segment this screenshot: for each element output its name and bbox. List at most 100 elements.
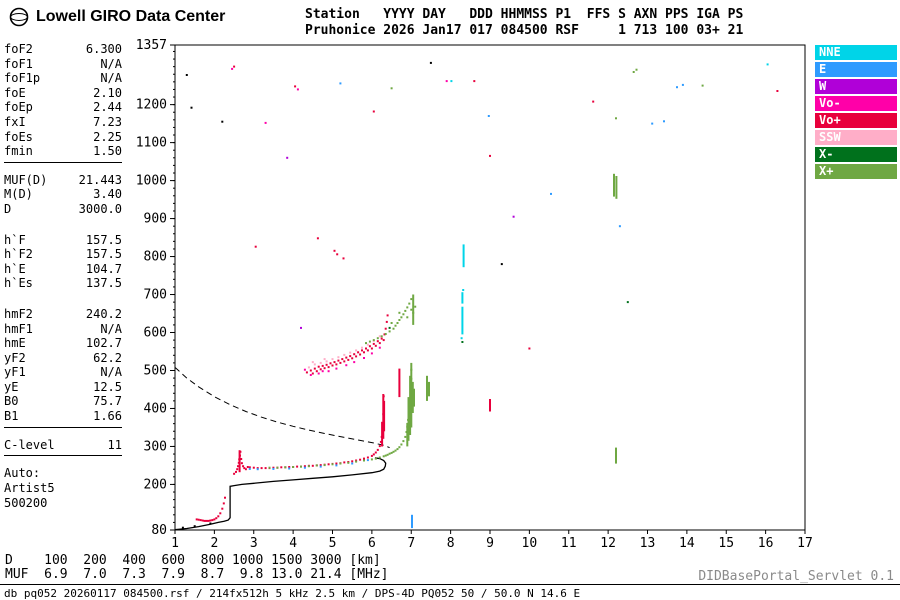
legend-item-e: E — [815, 62, 897, 77]
param-M(D): M(D) 3.40 — [4, 187, 122, 202]
param-value: 1.66 — [93, 409, 122, 424]
station-header-line1: Station YYYY DAY DDD HHMMSS P1 FFS S AXN… — [305, 7, 744, 22]
param-yF1: yF1 N/A — [4, 365, 122, 380]
param-D: D 3000.0 — [4, 202, 122, 217]
legend-item-vo+: Vo+ — [815, 113, 897, 128]
param-foEp: foEp 2.44 — [4, 100, 122, 115]
series-sporadic-x — [390, 68, 704, 464]
x-tick-label: 13 — [640, 536, 656, 551]
giro-logo-icon — [9, 7, 29, 27]
giro-logo: Lowell GIRO Data Center — [8, 6, 225, 28]
series-noise-vo-minus — [231, 67, 448, 124]
series-noise-w — [286, 156, 515, 329]
y-axis: 80 200 300 400 500 600 700 800 900 1000 1100 1200 13… — [136, 38, 175, 538]
param-value: 7.23 — [93, 114, 122, 129]
x-tick-label: 2 — [210, 536, 218, 551]
param-value: 240.2 — [85, 306, 122, 321]
servlet-version: DIDBasePortal_Servlet 0.1 — [698, 569, 894, 584]
plot-frame — [174, 44, 806, 531]
y-tick-label: 600 — [144, 326, 167, 341]
param-label: M(D) — [4, 187, 33, 202]
param-hmF2: hmF2 240.2 — [4, 307, 122, 322]
transmission-curve — [174, 367, 390, 449]
param-value: 11 — [107, 437, 122, 452]
param-group: h`F 157.5 h`F2 157.5 h`E 104.7 h`Es 137.5 — [4, 233, 122, 291]
station-header-line2: Pruhonice 2026 Jan17 017 084500 RSF 1 71… — [305, 23, 744, 38]
param-label: D — [4, 201, 12, 216]
series-noise-black — [181, 61, 503, 529]
series-oblique-nne — [460, 244, 465, 340]
param-label: fxI — [4, 114, 26, 129]
param-value: 137.5 — [85, 276, 122, 291]
muf-frequency-row: MUF 6.9 7.0 7.3 7.9 8.7 9.8 13.0 21.4 [M… — [5, 567, 389, 582]
param-label: hmF2 — [4, 306, 33, 321]
param-label: B1 — [4, 409, 19, 424]
param-B1: B1 1.66 — [4, 409, 122, 424]
auto-line: Artist5 — [4, 481, 55, 496]
x-tick-label: 4 — [289, 536, 297, 551]
param-h`E: h`E 104.7 — [4, 262, 122, 277]
y-tick-label: 300 — [144, 439, 167, 454]
true-height-profile — [174, 457, 387, 531]
param-label: foEs — [4, 129, 33, 144]
series-e-trace-o — [195, 496, 226, 522]
param-label: yE — [4, 379, 19, 394]
param-group: hmF2 240.2 hmF1 N/A hmE 102.7 yF2 62.2 yF1 N/A yE 1… — [4, 307, 122, 428]
legend-item-x-: X- — [815, 147, 897, 162]
legend-item-nne: NNE — [815, 45, 897, 60]
param-C-level: C-level 11 — [4, 438, 122, 453]
status-text: db pq052 20260117 084500.rsf / 214fx512h… — [4, 587, 581, 600]
x-tick-label: 17 — [797, 536, 813, 551]
series-second-hop-x — [365, 294, 417, 345]
param-label: foF1 — [4, 56, 33, 71]
param-foF2: foF2 6.300 — [4, 42, 122, 57]
param-foE: foE 2.10 — [4, 86, 122, 101]
series-f-trace-x — [268, 362, 430, 469]
param-label: foF1p — [4, 71, 41, 86]
series-underside-e — [248, 459, 413, 529]
param-fxI: fxI 7.23 — [4, 115, 122, 130]
x-tick-label: 9 — [486, 536, 494, 551]
x-tick-label: 7 — [407, 536, 415, 551]
param-group: MUF(D) 21.443 M(D) 3.40 D 3000.0 — [4, 173, 122, 217]
x-tick-label: 12 — [600, 536, 616, 551]
x-tick-label: 6 — [368, 536, 376, 551]
param-value: N/A — [100, 56, 122, 71]
y-tick-label: 1000 — [136, 174, 167, 189]
param-value: 6.300 — [85, 42, 122, 56]
y-tick-label: 700 — [144, 288, 167, 303]
series-noise-e — [339, 82, 684, 228]
param-hmE: hmE 102.7 — [4, 336, 122, 351]
x-tick-label: 3 — [250, 536, 258, 551]
series-second-hop-ssw — [307, 335, 381, 369]
param-foF1: foF1 N/A — [4, 57, 122, 72]
param-value: 3000.0 — [78, 201, 122, 216]
param-value: 102.7 — [85, 336, 122, 351]
legend-item-x+: X+ — [815, 164, 897, 179]
param-label: foEp — [4, 100, 33, 115]
y-tick-label: 500 — [144, 363, 167, 378]
param-value: 157.5 — [85, 247, 122, 262]
y-tick-label: 200 — [144, 477, 167, 492]
y-tick-label: 80 — [151, 523, 167, 538]
param-label: h`F2 — [4, 247, 33, 262]
x-tick-label: 11 — [561, 536, 577, 551]
y-tick-label: 1357 — [136, 38, 167, 53]
y-tick-label: 400 — [144, 401, 167, 416]
param-yF2: yF2 62.2 — [4, 351, 122, 366]
y-tick-label: 1100 — [136, 136, 167, 151]
series-second-hop-vo-minus — [303, 346, 381, 376]
param-value: 21.443 — [78, 172, 122, 187]
param-label: MUF(D) — [4, 172, 48, 187]
param-value: 75.7 — [93, 394, 122, 409]
param-label: foE — [4, 85, 26, 100]
x-tick-label: 16 — [758, 536, 774, 551]
y-tick-label: 900 — [144, 212, 167, 227]
muf-table: D 100 200 400 600 800 1000 1500 3000 [km… — [5, 554, 389, 582]
auto-line: 500200 — [4, 496, 48, 511]
param-value: N/A — [100, 71, 122, 86]
brand-title: Lowell GIRO Data Center — [36, 8, 226, 25]
x-axis: 1 2 3 4 5 6 7 8 9 10 11 12 13 14 15 16 17 — [171, 530, 813, 551]
param-value: 2.44 — [93, 100, 122, 115]
